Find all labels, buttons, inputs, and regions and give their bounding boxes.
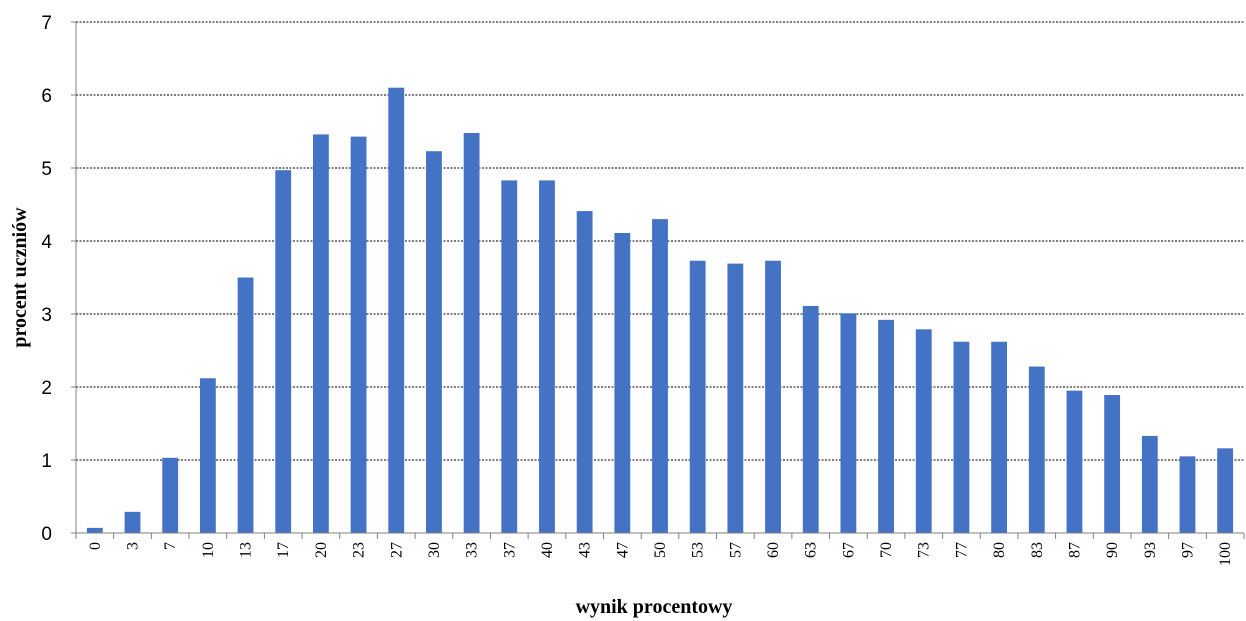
- bars: [86, 87, 1234, 534]
- bar-50: [652, 219, 668, 533]
- y-tick-label: 5: [41, 159, 52, 180]
- x-tick-label: 33: [464, 542, 481, 558]
- x-tick-label: 80: [991, 542, 1008, 558]
- bar-60: [765, 260, 781, 533]
- bar-67: [840, 313, 857, 533]
- bar-33: [463, 132, 480, 533]
- bar-57: [727, 263, 744, 533]
- x-tick-label: 3: [125, 542, 142, 550]
- bar-43: [576, 211, 593, 533]
- bar-47: [614, 232, 631, 533]
- x-tick-label: 53: [690, 542, 707, 558]
- x-tick-label: 100: [1217, 542, 1234, 566]
- x-tick-label: 63: [803, 542, 820, 558]
- x-tick-label: 13: [238, 542, 255, 558]
- bar-77: [953, 341, 970, 533]
- y-tick-label: 0: [41, 524, 52, 545]
- y-tick-label: 2: [41, 378, 52, 399]
- x-tick-label: 50: [652, 542, 669, 558]
- bar-37: [501, 180, 518, 533]
- bar-10: [199, 378, 216, 533]
- bar-63: [802, 305, 819, 533]
- x-tick-label: 27: [388, 542, 405, 558]
- bar-20: [312, 134, 329, 534]
- y-tick-label: 3: [41, 305, 52, 326]
- axes: [75, 22, 1244, 534]
- x-tick-label: 37: [501, 542, 518, 558]
- x-tick-label: 77: [953, 542, 970, 558]
- bar-30: [426, 151, 442, 533]
- x-tick-label: 23: [351, 542, 368, 558]
- bar-53: [689, 260, 706, 533]
- bar-40: [539, 180, 555, 533]
- gridlines: [76, 21, 1244, 461]
- bar-100: [1217, 448, 1234, 533]
- bar-13: [237, 277, 254, 533]
- bar-70: [878, 319, 894, 533]
- y-tick-label: 4: [41, 232, 52, 253]
- x-tick-label: 90: [1104, 542, 1121, 558]
- x-tick-label: 7: [162, 542, 179, 550]
- bar-27: [388, 87, 405, 533]
- y-tick-label: 7: [41, 13, 52, 34]
- bar-97: [1179, 456, 1196, 533]
- bar-73: [915, 329, 932, 533]
- x-tick-label: 97: [1179, 542, 1196, 558]
- x-tick-label: 67: [840, 542, 857, 558]
- x-tick-label: 87: [1066, 542, 1083, 558]
- x-axis-title: wynik procentowy: [576, 596, 733, 618]
- x-tick-label: 0: [87, 542, 104, 550]
- x-tick-label: 83: [1029, 542, 1046, 558]
- x-tick-label: 30: [426, 542, 443, 558]
- x-tick-label: 40: [539, 542, 556, 558]
- x-tick-label: 57: [727, 542, 744, 558]
- x-tick-label: 10: [200, 542, 217, 558]
- y-tick-label: 6: [41, 86, 52, 107]
- bar-17: [275, 170, 292, 533]
- bar-3: [124, 511, 141, 533]
- x-tick-labels: 0 3 7 10 13 17 20 23 27 30 33 37 40 43 47 50 53 57 60 63 67 7…: [75, 533, 1245, 566]
- x-tick-label: 43: [577, 542, 594, 558]
- x-tick-label: 73: [916, 542, 933, 558]
- y-tick-labels: 0 1 2 3 4 5 6 7: [41, 13, 76, 545]
- x-tick-label: 60: [765, 542, 782, 558]
- y-tick-label: 1: [41, 451, 52, 472]
- bar-83: [1028, 366, 1045, 533]
- bar-80: [991, 341, 1008, 533]
- x-tick-label: 20: [313, 542, 330, 558]
- x-tick-label: 70: [878, 542, 895, 558]
- x-tick-label: 47: [614, 542, 631, 558]
- x-tick-label: 93: [1142, 542, 1159, 558]
- y-axis-title: procent uczniów: [9, 207, 31, 348]
- bar-93: [1141, 435, 1158, 533]
- bar-7: [162, 457, 179, 533]
- bar-90: [1104, 395, 1121, 533]
- bar-87: [1066, 390, 1083, 533]
- bar-23: [350, 136, 367, 534]
- bar-0: [86, 527, 103, 533]
- x-tick-label: 17: [275, 542, 292, 558]
